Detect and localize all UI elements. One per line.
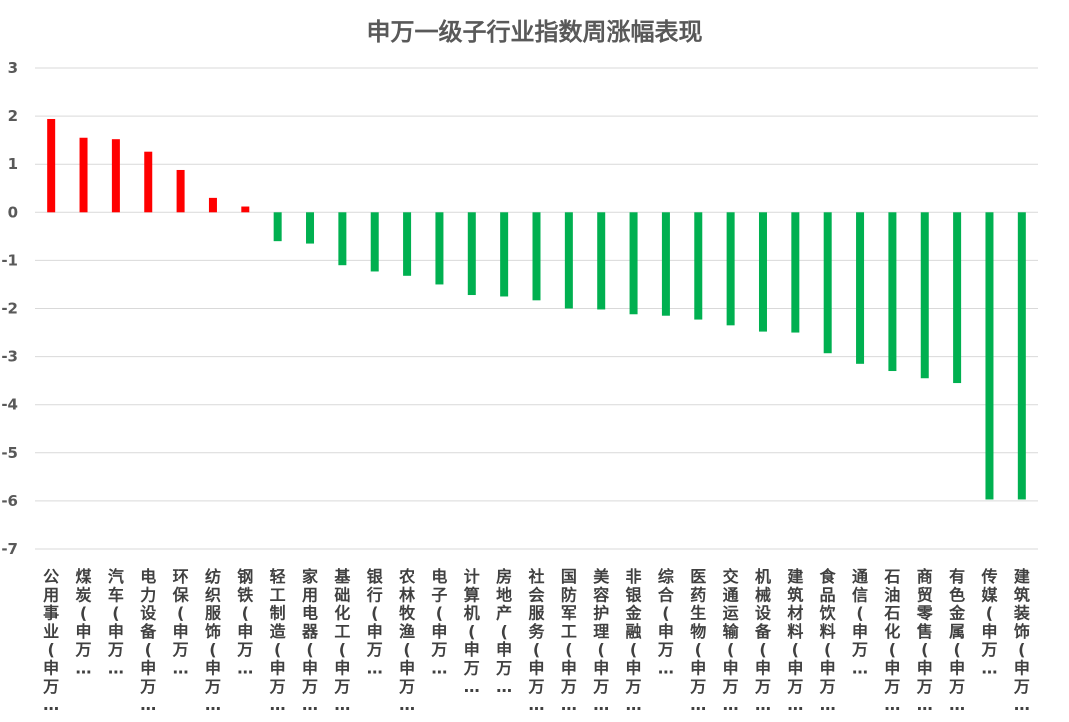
x-tick-label: 交通运输(申万… — [722, 567, 740, 714]
y-tick-label: 0 — [8, 203, 18, 221]
y-tick-label: -2 — [1, 300, 18, 318]
bar — [726, 212, 735, 326]
x-tick-label: 轻工制造(申万… — [269, 567, 287, 714]
bar — [1017, 212, 1026, 500]
bar — [791, 212, 800, 333]
x-tick-label: 建筑装饰(申万… — [1013, 567, 1030, 714]
y-tick-label: -5 — [1, 444, 18, 462]
x-tick-label: 社会服务(申万… — [527, 567, 545, 714]
x-tick-label: 机械设备(申万… — [754, 567, 772, 714]
x-tick-label: 纺织服饰(申万… — [204, 567, 222, 714]
x-tick-label: 农林牧渔(申万… — [398, 567, 416, 714]
bar — [758, 212, 767, 332]
x-tick-label: 钢铁(申万… — [236, 567, 253, 678]
x-tick-label: 非银金融(申万… — [625, 567, 643, 714]
x-tick-label: 环保(申万… — [172, 567, 190, 678]
bar — [564, 212, 573, 309]
y-tick-label: -1 — [1, 251, 18, 269]
bar — [920, 212, 929, 379]
bar — [500, 212, 509, 297]
x-tick-label: 建筑材料(申万… — [786, 567, 803, 714]
x-tick-label: 家用电器(申万… — [301, 567, 319, 714]
bar — [532, 212, 541, 301]
bar — [79, 137, 88, 213]
bar — [241, 206, 250, 213]
bar — [467, 212, 476, 296]
x-tick-label: 通信(申万… — [851, 567, 868, 678]
bar — [985, 212, 994, 500]
x-tick-label: 国防军工(申万… — [560, 567, 577, 714]
y-tick-label: -6 — [1, 492, 18, 510]
x-tick-label: 电子(申万… — [430, 567, 447, 678]
x-tick-label: 美容护理(申万… — [592, 567, 610, 714]
bar — [370, 212, 379, 272]
x-tick-label: 汽车(申万… — [107, 567, 124, 678]
chart-title: 申万一级子行业指数周涨幅表现 — [366, 18, 703, 46]
y-tick-label: 3 — [8, 59, 18, 77]
bar — [338, 212, 347, 266]
bar — [856, 212, 865, 364]
bar — [629, 212, 638, 315]
x-tick-label: 电力设备(申万… — [139, 567, 157, 714]
x-tick-label: 石油石化(申万… — [883, 567, 900, 714]
bar — [661, 212, 670, 316]
bar — [694, 212, 703, 320]
x-tick-label: 综合(申万… — [657, 567, 675, 678]
x-tick-label: 计算机(申万… — [463, 567, 480, 696]
x-tick-label: 基础化工(申万… — [333, 567, 351, 714]
x-tick-label: 煤炭(申万… — [75, 567, 92, 678]
y-tick-label: 2 — [8, 107, 18, 125]
bar — [435, 212, 444, 285]
bar — [823, 212, 832, 354]
bar — [273, 212, 282, 242]
bar — [144, 151, 153, 213]
x-tick-label: 公用事业(申万… — [42, 567, 59, 714]
x-tick-label: 商贸零售(申万… — [916, 567, 934, 714]
bar — [306, 212, 315, 244]
bar — [176, 169, 185, 213]
y-tick-label: -4 — [1, 396, 18, 414]
bar — [953, 212, 962, 384]
y-tick-label: -3 — [1, 348, 18, 366]
x-tick-label: 有色金属(申万… — [948, 567, 966, 714]
bar — [597, 212, 606, 310]
y-tick-label: 1 — [8, 155, 18, 173]
bar — [111, 139, 120, 213]
x-tick-label: 食品饮料(申万… — [819, 567, 837, 714]
bar — [208, 197, 217, 213]
x-tick-label: 房地产(申万… — [495, 567, 512, 696]
x-tick-label: 银行(申万… — [366, 567, 384, 678]
x-tick-label: 医药生物(申万… — [689, 567, 706, 714]
bar — [47, 118, 56, 213]
y-tick-label: -7 — [1, 540, 18, 558]
bar — [888, 212, 897, 372]
bar — [403, 212, 412, 276]
x-tick-label: 传媒(申万… — [980, 567, 998, 678]
